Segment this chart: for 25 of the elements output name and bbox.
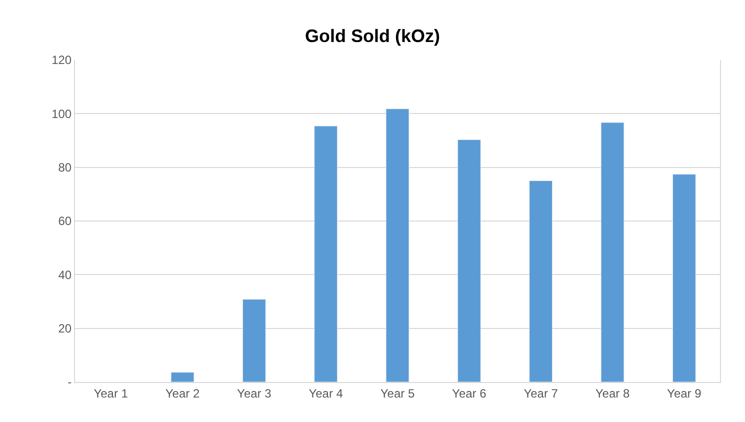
y-tick-label: 20 (58, 322, 72, 336)
y-tick-label: 40 (58, 268, 72, 282)
y-tick-label: 60 (58, 214, 72, 228)
bar (457, 139, 481, 382)
bar (242, 299, 266, 382)
bar (170, 372, 194, 382)
y-tick-label: 120 (52, 53, 72, 68)
x-tick-label: Year 9 (667, 386, 702, 400)
bar (600, 122, 624, 382)
bar (314, 126, 338, 382)
x-tick-label: Year 5 (380, 386, 415, 400)
x-tick-label: Year 1 (94, 386, 128, 400)
x-tick-label: Year 7 (524, 386, 558, 400)
bar (529, 180, 553, 382)
x-tick-label: Year 2 (165, 386, 200, 400)
chart-title: Gold Sold (kOz) (305, 26, 440, 46)
y-tick-label: 80 (58, 160, 72, 175)
bar (672, 174, 696, 382)
x-tick-label: Year 6 (452, 386, 487, 400)
x-tick-label: Year 3 (237, 386, 272, 400)
bar (386, 108, 410, 382)
y-tick-label: 100 (52, 106, 72, 121)
y-tick-label: - (68, 375, 72, 390)
x-tick-label: Year 4 (308, 386, 344, 400)
x-tick-label: Year 8 (595, 386, 630, 400)
